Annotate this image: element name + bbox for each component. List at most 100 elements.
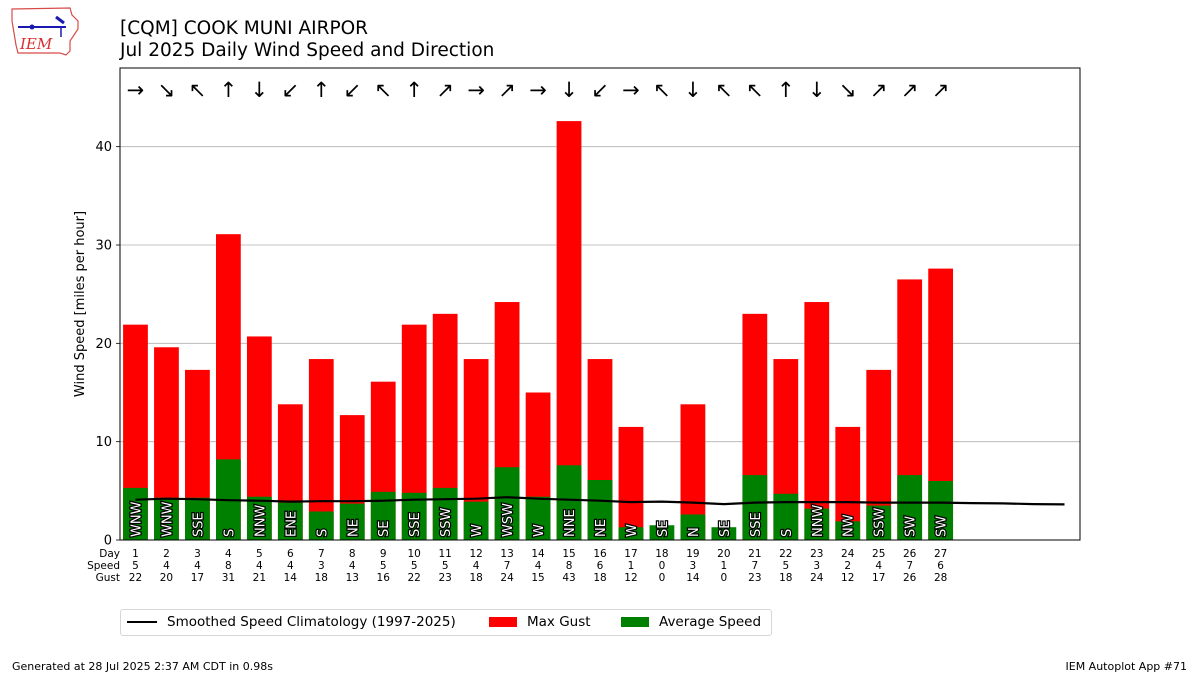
- logo-text: IEM: [19, 35, 53, 53]
- footer-app: IEM Autoplot App #71: [1065, 660, 1188, 673]
- gust-value-label: 0: [659, 572, 666, 584]
- legend: Smoothed Speed Climatology (1997-2025) M…: [120, 609, 772, 636]
- day-label: 20: [717, 548, 730, 560]
- avg-speed-bar: [463, 501, 489, 540]
- gust-value-label: 18: [593, 572, 606, 584]
- legend-gust-swatch: [489, 617, 517, 627]
- legend-gust-label: Max Gust: [527, 614, 591, 630]
- direction-label: N: [687, 527, 702, 537]
- day-label: 4: [225, 548, 232, 560]
- wind-direction-arrow: ↑: [220, 78, 238, 102]
- day-label: 12: [469, 548, 482, 560]
- speed-value-label: 2: [844, 560, 851, 572]
- speed-value-label: 0: [659, 560, 666, 572]
- gust-value-label: 12: [841, 572, 854, 584]
- gust-value-label: 23: [748, 572, 761, 584]
- gust-value-label: 17: [872, 572, 885, 584]
- wind-direction-arrow: ↖: [746, 78, 764, 102]
- gust-value-label: 22: [129, 572, 142, 584]
- wind-direction-arrow: ↗: [436, 78, 454, 102]
- direction-label: SSE: [749, 512, 764, 537]
- avg-speed-bar: [680, 514, 706, 540]
- legend-item-gust: Max Gust: [489, 614, 591, 630]
- direction-label: SSE: [191, 512, 206, 537]
- day-label: 14: [531, 548, 545, 560]
- direction-label: NNW: [811, 505, 826, 537]
- wind-direction-arrow: ↑: [312, 78, 330, 102]
- speed-value-label: 4: [287, 560, 294, 572]
- avg-speed-bar: [185, 497, 210, 540]
- speed-value-label: 5: [442, 560, 449, 572]
- wind-direction-arrow: ↓: [808, 78, 826, 102]
- speed-value-label: 5: [411, 560, 418, 572]
- wind-direction-arrow: →: [467, 78, 485, 102]
- gust-value-label: 24: [810, 572, 824, 584]
- avg-speed-bar: [123, 487, 148, 540]
- wind-direction-arrow: ↗: [932, 78, 950, 102]
- y-axis-label: Wind Speed [miles per hour]: [73, 211, 88, 397]
- day-label: 21: [748, 548, 761, 560]
- speed-value-label: 4: [473, 560, 480, 572]
- table-row-label: Gust: [96, 572, 120, 584]
- avg-speed-bar: [587, 480, 613, 540]
- y-tick-label: 30: [95, 239, 112, 254]
- direction-label: W: [470, 524, 485, 537]
- direction-label: NNE: [563, 509, 578, 537]
- direction-label: WNW: [129, 501, 144, 537]
- gust-value-label: 0: [721, 572, 728, 584]
- speed-value-label: 8: [225, 560, 232, 572]
- day-label: 2: [163, 548, 170, 560]
- wind-direction-arrow: ↙: [343, 78, 361, 102]
- direction-label: ENE: [284, 511, 299, 537]
- day-label: 17: [624, 548, 637, 560]
- gust-value-label: 22: [408, 572, 421, 584]
- gust-value-label: 18: [779, 572, 792, 584]
- gust-bar: [835, 426, 861, 540]
- speed-value-label: 1: [721, 560, 728, 572]
- day-label: 10: [408, 548, 421, 560]
- direction-label: W: [532, 524, 547, 537]
- wind-direction-arrow: ↑: [405, 78, 423, 102]
- wind-direction-arrow: ↖: [715, 78, 733, 102]
- speed-value-label: 7: [504, 560, 511, 572]
- day-label: 3: [194, 548, 201, 560]
- direction-label: S: [222, 529, 237, 537]
- avg-speed-bar: [711, 527, 737, 540]
- gust-value-label: 14: [284, 572, 298, 584]
- avg-speed-bar: [928, 481, 954, 540]
- gust-value-label: 26: [903, 572, 917, 584]
- day-label: 25: [872, 548, 885, 560]
- speed-value-label: 7: [751, 560, 758, 572]
- avg-speed-bar: [277, 502, 303, 540]
- speed-value-label: 4: [256, 560, 263, 572]
- speed-value-label: 1: [628, 560, 635, 572]
- gust-value-label: 21: [253, 572, 266, 584]
- direction-label: S: [780, 529, 795, 537]
- day-label: 26: [903, 548, 917, 560]
- avg-speed-bar: [432, 487, 458, 540]
- speed-value-label: 4: [349, 560, 356, 572]
- direction-label: SW: [904, 516, 919, 537]
- speed-value-label: 6: [937, 560, 944, 572]
- avg-speed-bar: [308, 511, 334, 540]
- wind-direction-arrow: →: [622, 78, 640, 102]
- direction-label: NNW: [253, 505, 268, 537]
- day-label: 7: [318, 548, 325, 560]
- speed-value-label: 4: [875, 560, 882, 572]
- direction-label: SSE: [408, 512, 423, 537]
- avg-speed-bar: [154, 497, 179, 540]
- wind-direction-arrow: ↘: [839, 78, 857, 102]
- speed-value-label: 3: [813, 560, 820, 572]
- avg-speed-bar: [339, 503, 365, 540]
- direction-label: WNW: [160, 501, 175, 537]
- direction-label: S: [315, 529, 330, 537]
- legend-avg-label: Average Speed: [659, 614, 762, 630]
- day-label: 6: [287, 548, 294, 560]
- logo-dot: [29, 24, 35, 30]
- gust-bar: [308, 359, 334, 540]
- gust-value-label: 14: [686, 572, 700, 584]
- day-label: 16: [593, 548, 607, 560]
- table-row-label: Speed: [87, 560, 120, 572]
- y-tick-label: 20: [95, 337, 112, 352]
- speed-value-label: 3: [690, 560, 697, 572]
